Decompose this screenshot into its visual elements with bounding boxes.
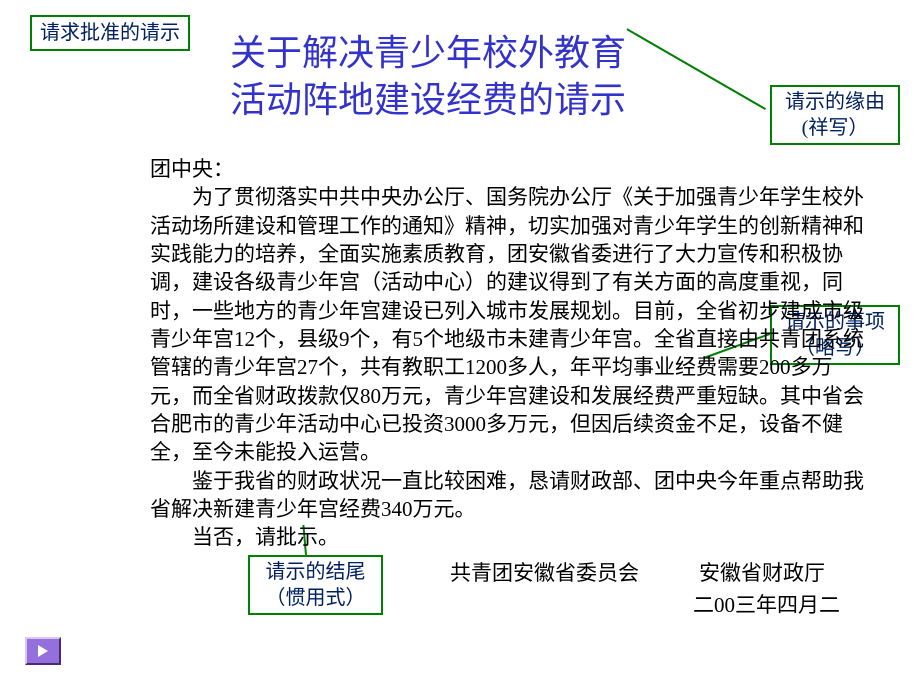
connector-line bbox=[626, 28, 766, 110]
addressee: 团中央： bbox=[150, 155, 870, 183]
signature-org1: 共青团安徽省委员会 bbox=[450, 558, 639, 590]
label-reason: 请示的缘由 (祥写） bbox=[770, 85, 900, 145]
document-title: 关于解决青少年校外教育 活动阵地建设经费的请示 bbox=[230, 30, 626, 124]
signature-block: 共青团安徽省委员会 安徽省财政厅 二00三年四月二 bbox=[450, 558, 870, 621]
label-ending: 请示的结尾 （惯用式） bbox=[248, 555, 383, 615]
paragraph-1: 为了贯彻落实中共中央办公厅、国务院办公厅《关于加强青少年学生校外活动场所建设和管… bbox=[150, 183, 870, 466]
signature-date: 二00三年四月二 bbox=[450, 590, 870, 622]
title-line1: 关于解决青少年校外教育 bbox=[230, 30, 626, 77]
paragraph-2: 鉴于我省的财政状况一直比较困难，恳请财政部、团中央今年重点帮助我省解决新建青少年… bbox=[150, 467, 870, 524]
play-icon bbox=[35, 643, 51, 659]
next-button[interactable] bbox=[25, 637, 61, 665]
paragraph-3: 当否，请批示。 bbox=[150, 523, 870, 551]
signature-org2: 安徽省财政厅 bbox=[699, 558, 825, 590]
title-line2: 活动阵地建设经费的请示 bbox=[230, 77, 626, 124]
label-request-type: 请求批准的请示 bbox=[30, 15, 190, 51]
document-body: 团中央： 为了贯彻落实中共中央办公厅、国务院办公厅《关于加强青少年学生校外活动场… bbox=[150, 155, 870, 552]
